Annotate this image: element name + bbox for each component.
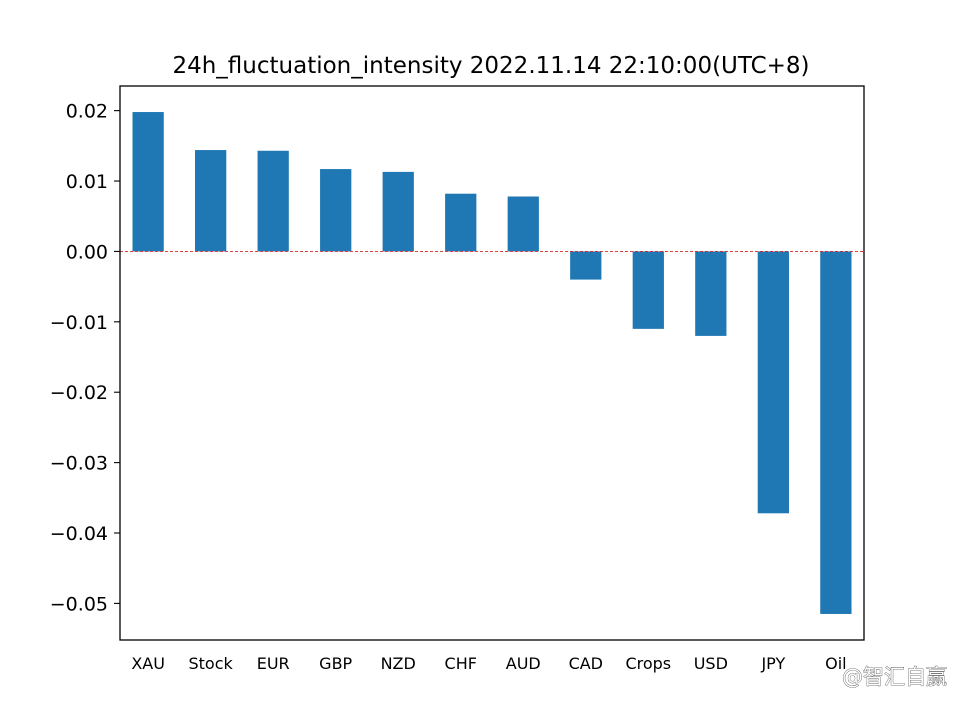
bar-xau	[132, 112, 164, 252]
plot-frame	[119, 85, 865, 641]
y-tick-label: 0.01	[66, 171, 108, 193]
y-tick-label: −0.03	[50, 453, 108, 475]
bar-stock	[195, 150, 227, 252]
y-tick-label: 0.00	[66, 241, 108, 263]
x-tick-label: Crops	[625, 654, 671, 673]
bar-eur	[257, 150, 289, 252]
x-tick-label: CAD	[569, 654, 603, 673]
watermark-text: @智汇自赢	[842, 665, 947, 689]
y-tick-label: −0.05	[50, 593, 108, 615]
x-tick-label: JPY	[760, 654, 785, 673]
bar-usd	[695, 251, 727, 336]
x-tick-label: XAU	[131, 654, 165, 673]
x-tick-label: Oil	[825, 654, 846, 673]
y-tick-label: −0.01	[50, 312, 108, 334]
x-tick-label: EUR	[257, 654, 290, 673]
chart-title: 24h_fluctuation_intensity 2022.11.14 22:…	[172, 53, 809, 79]
y-tick-label: −0.02	[50, 382, 108, 404]
y-tick-label: −0.04	[50, 523, 108, 545]
x-tick-label: USD	[694, 654, 728, 673]
x-tick-label: AUD	[506, 654, 541, 673]
y-tick-label: 0.02	[66, 101, 108, 123]
x-tick-label: Stock	[189, 654, 234, 673]
bar-nzd	[382, 171, 414, 252]
bar-gbp	[320, 169, 352, 252]
bar-chf	[445, 193, 477, 252]
y-axis: 0.02 0.01 0.00 −0.01 −0.02 −0.03 −0.04 −0.05	[50, 101, 120, 615]
bar-jpy	[757, 251, 789, 514]
bars-group	[132, 112, 852, 614]
x-tick-label: GBP	[319, 654, 352, 673]
bar-oil	[820, 251, 852, 614]
x-tick-label: CHF	[445, 654, 477, 673]
bar-aud	[507, 196, 539, 252]
bar-cad	[570, 251, 602, 280]
bar-crops	[632, 251, 664, 329]
x-axis: XAU Stock EUR GBP NZD CHF AUD CAD Crops USD JPY Oil	[131, 654, 846, 673]
x-tick-label: NZD	[381, 654, 416, 673]
